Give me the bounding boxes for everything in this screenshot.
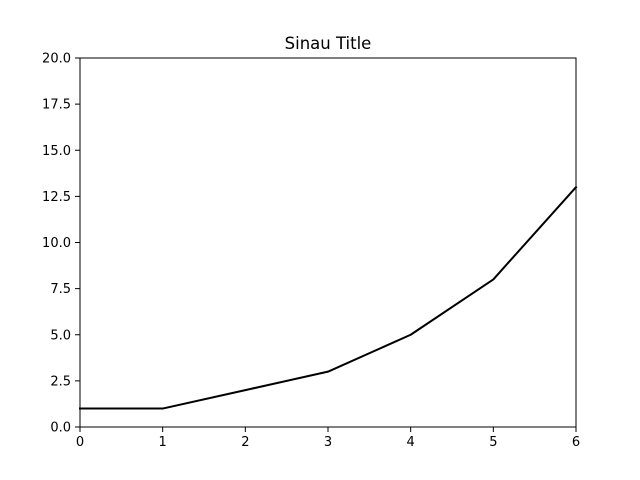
chart-title: Sinau Title (285, 34, 372, 53)
y-tick-label: 20.0 (42, 52, 71, 67)
x-tick-label: 5 (489, 435, 497, 450)
x-tick-label: 4 (407, 435, 415, 450)
y-tick-label: 2.5 (50, 374, 71, 389)
axes-frame (79, 57, 577, 428)
x-tick-label: 6 (572, 435, 580, 450)
y-tick-label: 5.0 (50, 328, 71, 343)
x-tick-label: 0 (76, 435, 84, 450)
series-line-0 (79, 185, 578, 410)
x-tick-label: 2 (241, 435, 249, 450)
y-tick-label: 12.5 (42, 190, 71, 205)
y-tick-label: 15.0 (42, 144, 71, 159)
x-tick-label: 1 (159, 435, 167, 450)
plot-area: 0 1 2 3 4 5 6 0.0 2.5 5.0 7.5 10.0 12.5 15.0 17.5 20.0 (42, 52, 580, 451)
y-tick-label: 10.0 (42, 236, 71, 251)
y-tick-label: 17.5 (42, 98, 71, 113)
y-tick-label: 0.0 (50, 421, 71, 436)
x-tick-label: 3 (324, 435, 332, 450)
y-tick-label: 7.5 (50, 282, 71, 297)
